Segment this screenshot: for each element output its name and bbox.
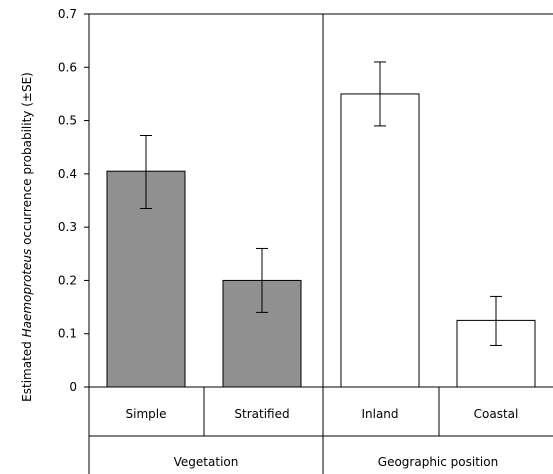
axis-frame [88,13,553,474]
bars [106,61,536,388]
category-labels: Simple Stratified Inland Coastal [126,407,519,421]
y-tick-label: 0.2 [58,273,77,287]
y-tick-label: 0.5 [58,114,77,128]
y-axis-ticks: 0 0.1 0.2 0.3 0.4 0.5 0.6 0.7 [58,7,89,394]
category-label-coastal: Coastal [474,407,519,421]
y-tick-label: 0 [69,380,77,394]
group-labels: Vegetation Geographic position [174,455,499,469]
y-tick-label: 0.6 [58,60,77,74]
group-label: Geographic position [378,455,498,469]
y-axis-label-part-2: Haemoproteus [20,249,34,338]
y-tick-label: 0.1 [58,327,77,341]
y-axis-label: Estimated Haemoproteus occurrence probab… [20,72,34,402]
y-tick-label: 0.7 [58,7,77,21]
y-tick-label: 0.3 [58,220,77,234]
y-axis-label-part-3: occurrence probability (±SE) [20,72,34,249]
category-label-simple: Simple [126,407,167,421]
y-tick-label: 0.4 [58,167,77,181]
category-label-inland: Inland [361,407,398,421]
y-axis-label-part-1: Estimated [20,337,34,401]
category-label-stratified: Stratified [234,407,289,421]
group-label: Vegetation [174,455,239,469]
bar-inland [340,93,420,388]
